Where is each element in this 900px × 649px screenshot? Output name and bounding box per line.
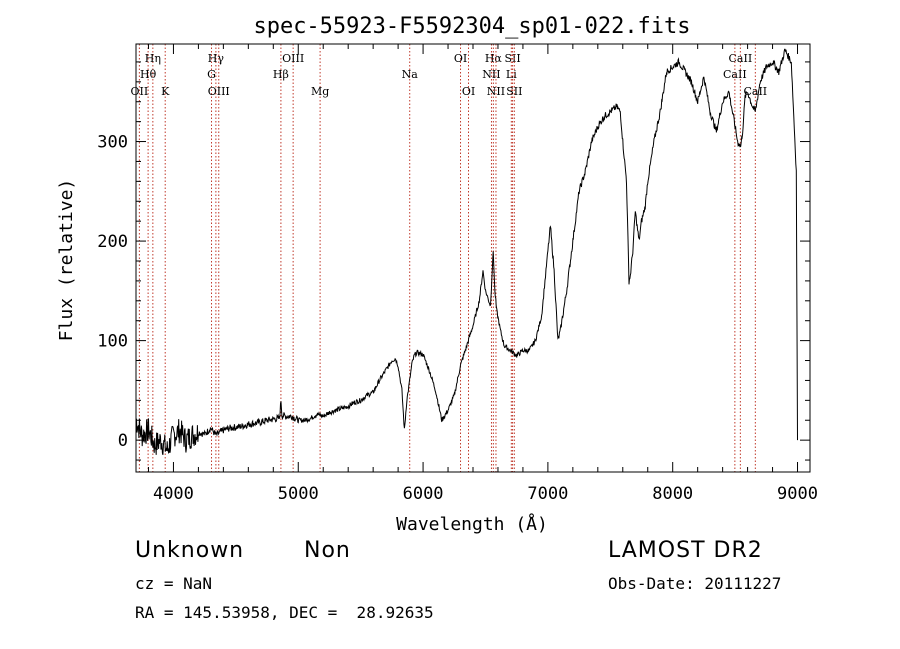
marker-label-6: OIII — [208, 85, 230, 98]
marker-label-7: OIII — [282, 52, 304, 65]
cz-readout: cz = NaN — [135, 574, 213, 593]
marker-label-3: K — [161, 85, 170, 98]
x-tick-label-0: 4000 — [153, 484, 194, 504]
marker-label-9: Mg — [311, 85, 329, 98]
marker-label-8: Hβ — [273, 68, 289, 81]
marker-label-5: G — [207, 68, 216, 81]
marker-label-16: SII — [504, 52, 520, 65]
y-tick-label-2: 200 — [97, 232, 128, 252]
marker-label-10: Na — [402, 68, 419, 81]
obs-date-readout: Obs-Date: 20111227 — [608, 574, 782, 593]
y-tick-label-0: 0 — [118, 431, 128, 451]
y-axis: 0 100 200 300 — [97, 61, 810, 461]
marker-label-17: Li — [506, 68, 517, 81]
survey-label: LAMOST DR2 — [608, 538, 763, 563]
x-tick-label-2: 6000 — [403, 484, 444, 504]
x-axis-label: Wavelength (Å) — [396, 513, 548, 535]
coordinates-readout: RA = 145.53958, DEC = 28.92635 — [135, 603, 434, 622]
x-tick-label-4: 8000 — [652, 484, 693, 504]
series-line-0 — [135, 48, 798, 456]
class-label: Unknown — [135, 538, 245, 563]
y-tick-label-1: 100 — [97, 332, 128, 352]
x-tick-label-3: 7000 — [527, 484, 568, 504]
marker-label-21: CaII — [743, 85, 767, 98]
x-axis: 4000 5000 6000 7000 8000 9000 — [147, 44, 818, 504]
chart-title: spec-55923-F5592304_sp01-022.fits — [253, 14, 690, 39]
y-tick-label-3: 300 — [97, 133, 128, 153]
marker-label-12: OI — [462, 85, 475, 98]
marker-label-20: CaII — [723, 68, 747, 81]
x-tick-label-5: 9000 — [777, 484, 818, 504]
x-tick-label-1: 5000 — [278, 484, 319, 504]
marker-label-1: Hθ — [140, 68, 157, 81]
marker-label-13: Hα — [485, 52, 503, 65]
marker-label-0: Hη — [145, 52, 161, 65]
marker-label-15: NII — [487, 85, 505, 98]
marker-label-11: OI — [454, 52, 467, 65]
marker-label-14: NII — [482, 68, 500, 81]
series-layer — [135, 48, 798, 456]
marker-label-18: SII — [506, 85, 522, 98]
marker-label-4: Hγ — [208, 52, 225, 65]
marker-label-19: CaII — [729, 52, 753, 65]
subclass-label: Non — [304, 538, 351, 563]
marker-label-2: OII — [131, 85, 149, 98]
y-axis-label: Flux (relative) — [56, 179, 77, 342]
